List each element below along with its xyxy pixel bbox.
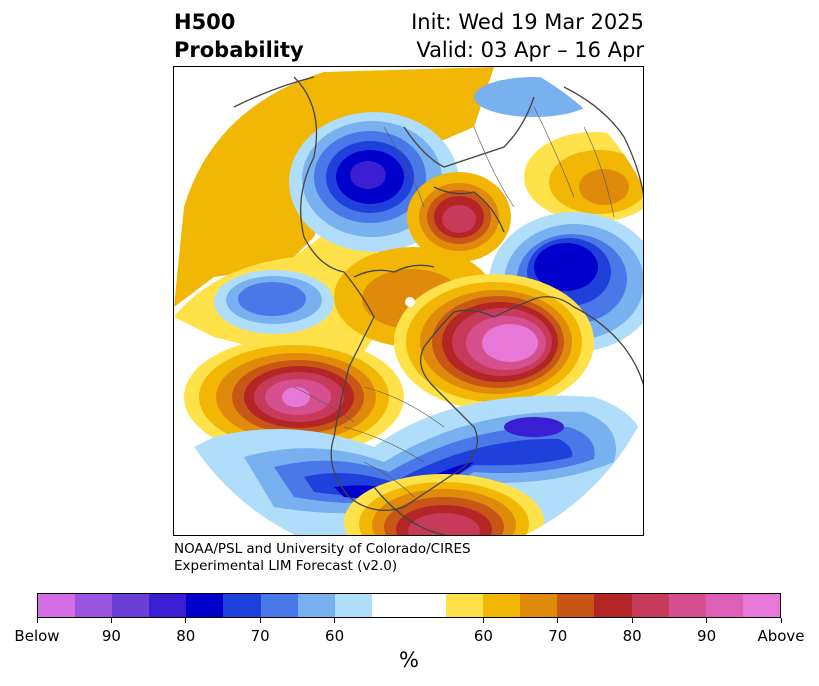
colorbar-tick xyxy=(631,618,633,623)
anomaly-field xyxy=(174,67,643,535)
coastlines xyxy=(233,76,643,535)
colorbar-segment xyxy=(260,594,298,617)
north-pole-marker xyxy=(405,297,415,307)
colorbar-tick xyxy=(259,618,261,623)
valid-range: Valid: 03 Apr – 16 Apr xyxy=(416,38,644,62)
colorbar-tick-label: 80 xyxy=(622,627,642,645)
credit-line-2: Experimental LIM Forecast (v2.0) xyxy=(174,558,398,574)
colorbar-tick-label: 90 xyxy=(697,627,717,645)
colorbar-tick-label: 60 xyxy=(473,627,493,645)
colorbar-segment xyxy=(705,594,743,617)
colorbar-segment xyxy=(38,594,76,617)
title-field: Probability xyxy=(174,38,304,62)
colorbar-segment xyxy=(408,594,447,617)
colorbar-tick-label: 70 xyxy=(548,627,568,645)
colorbar-segment xyxy=(742,594,780,617)
title-right: Init: Wed 19 Mar 2025 Valid: 03 Apr – 16… xyxy=(411,8,644,64)
colorbar-tick xyxy=(706,618,708,623)
projection-mask xyxy=(174,67,643,535)
colorbar-tick xyxy=(185,618,187,623)
colorbar-segment xyxy=(520,594,558,617)
colorbar-segment xyxy=(668,594,706,617)
title-variable: H500 xyxy=(174,10,236,34)
colorbar-tick xyxy=(557,618,559,623)
colorbar-segment xyxy=(594,594,632,617)
colorbar-tick-label: 90 xyxy=(101,627,121,645)
init-date: Init: Wed 19 Mar 2025 xyxy=(411,10,644,34)
colorbar-tick xyxy=(334,618,336,623)
colorbar-tick-label: 70 xyxy=(250,627,270,645)
colorbar-segment xyxy=(446,594,484,617)
colorbar-tick xyxy=(780,618,782,623)
colorbar-tick xyxy=(110,618,112,623)
colorbar-segment xyxy=(557,594,595,617)
colorbar-unit: % xyxy=(399,648,419,672)
probability-map xyxy=(174,67,643,535)
colorbar-segment xyxy=(334,594,372,617)
credit-text: NOAA/PSL and University of Colorado/CIRE… xyxy=(174,541,471,575)
colorbar-segment xyxy=(297,594,335,617)
colorbar-segment xyxy=(223,594,261,617)
colorbar xyxy=(37,593,781,618)
map-panel xyxy=(173,66,644,536)
colorbar-segment xyxy=(186,594,224,617)
colorbar-tick-label: Above xyxy=(757,627,805,645)
credit-line-1: NOAA/PSL and University of Colorado/CIRE… xyxy=(174,541,471,557)
colorbar-tick-label: 80 xyxy=(176,627,196,645)
colorbar-segment xyxy=(112,594,150,617)
colorbar-segment xyxy=(371,594,409,617)
colorbar-segment xyxy=(483,594,521,617)
colorbar-tick xyxy=(482,618,484,623)
borders xyxy=(293,106,615,498)
colorbar-segment xyxy=(149,594,187,617)
colorbar-segment xyxy=(631,594,669,617)
colorbar-tick-label: 60 xyxy=(325,627,345,645)
colorbar-tick-label: Below xyxy=(14,627,60,645)
colorbar-segment xyxy=(75,594,113,617)
colorbar-tick xyxy=(36,618,38,623)
title-left: H500 Probability xyxy=(174,8,304,64)
